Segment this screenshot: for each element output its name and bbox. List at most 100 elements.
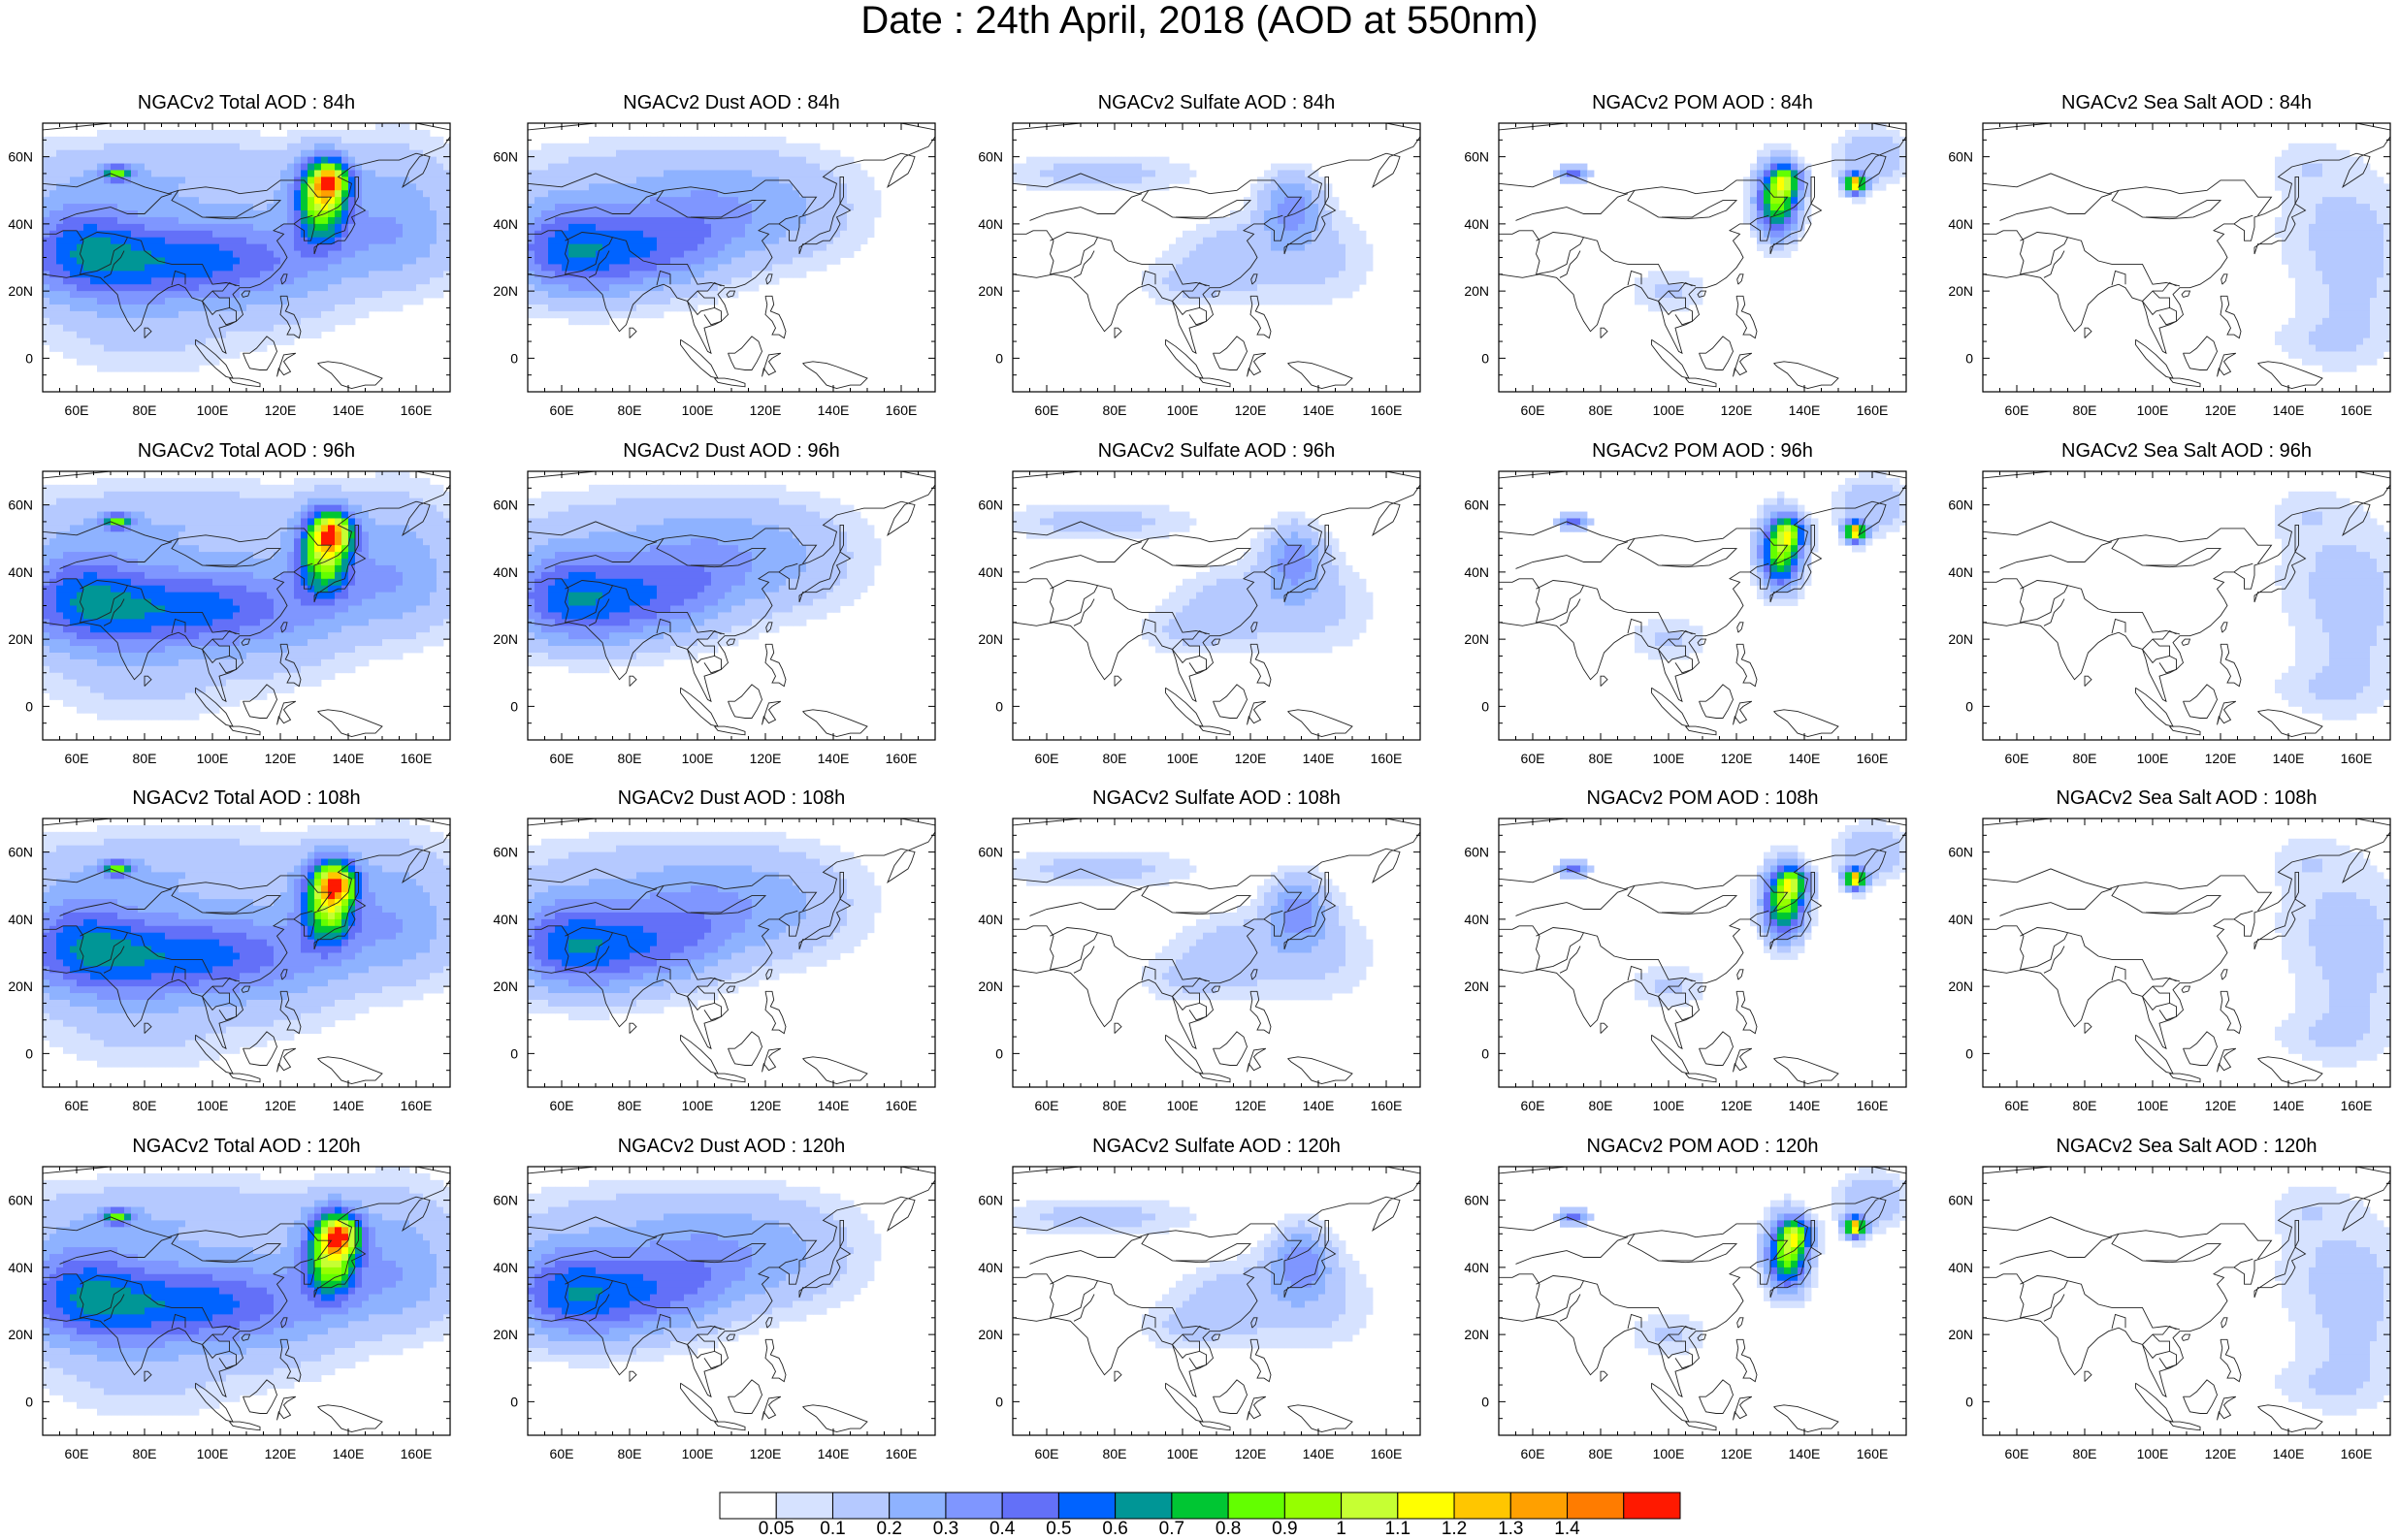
lon-tick-label: 80E [1589, 751, 1613, 766]
lon-tick-label: 140E [1789, 1446, 1821, 1461]
panel-title: NGACv2 Dust AOD : 108h [528, 787, 935, 809]
lat-tick-label: 40N [493, 564, 518, 580]
lat-tick-label: 40N [978, 216, 1003, 232]
lat-tick-label: 40N [8, 912, 33, 927]
lat-tick-label: 40N [1464, 912, 1489, 927]
lat-tick-label: 0 [25, 698, 33, 714]
lon-tick-label: 140E [1303, 402, 1335, 418]
colorbar-swatch [1567, 1492, 1625, 1520]
colorbar-label: 1.3 [1481, 1520, 1540, 1539]
lat-tick-label: 60N [1464, 845, 1489, 860]
lon-tick-label: 160E [1371, 1446, 1403, 1461]
lon-tick-label: 160E [401, 751, 433, 766]
aod-field [2275, 143, 2390, 372]
lon-tick-label: 120E [1235, 1098, 1267, 1113]
colorbar-swatch [775, 1492, 833, 1520]
lat-tick-label: 20N [493, 1327, 518, 1342]
lon-tick-label: 140E [333, 402, 365, 418]
lon-tick-label: 160E [886, 1446, 918, 1461]
lat-tick-label: 0 [1965, 698, 1973, 714]
lon-tick-label: 100E [197, 402, 229, 418]
lon-tick-label: 120E [750, 1446, 782, 1461]
colorbar-swatch [1623, 1492, 1681, 1520]
lon-tick-label: 120E [1721, 751, 1753, 766]
lat-tick-label: 20N [1464, 283, 1489, 299]
lon-tick-label: 100E [1653, 402, 1685, 418]
lat-tick-label: 60N [1464, 1193, 1489, 1208]
colorbar-swatch [1171, 1492, 1229, 1520]
lon-tick-label: 100E [2137, 402, 2169, 418]
lat-tick-label: 20N [8, 631, 33, 647]
lat-tick-label: 0 [1481, 698, 1489, 714]
lat-tick-label: 0 [25, 350, 33, 366]
lon-tick-label: 60E [1521, 751, 1545, 766]
map-panel-pom-120h: 60E 80E 100E 120E 140E 160E 60N 40N 20N 0 [1464, 1166, 1907, 1461]
lon-tick-label: 120E [2205, 1098, 2237, 1113]
lon-tick-label: 140E [1303, 751, 1335, 766]
lon-tick-label: 140E [1789, 402, 1821, 418]
lon-tick-label: 60E [550, 1446, 574, 1461]
lon-tick-label: 100E [2137, 1098, 2169, 1113]
lat-tick-label: 60N [493, 497, 518, 513]
lon-tick-label: 80E [2073, 1098, 2097, 1113]
colorbar-label: 1.1 [1369, 1520, 1427, 1539]
lon-tick-label: 140E [1303, 1446, 1335, 1461]
map-panel-pom-108h: 60E 80E 100E 120E 140E 160E 60N 40N 20N 0 [1464, 818, 1907, 1113]
colorbar-label: 0.2 [860, 1520, 919, 1539]
lon-tick-label: 80E [133, 751, 157, 766]
panel-title: NGACv2 Sulfate AOD : 108h [1013, 787, 1420, 809]
lon-tick-label: 160E [886, 402, 918, 418]
map-panel-total-108h: 60E 80E 100E 120E 140E 160E 60N 40N 20N 0 [8, 818, 451, 1113]
map-panel-dust-84h: 60E 80E 100E 120E 140E 160E 60N 40N 20N 0 [493, 122, 936, 418]
lat-tick-label: 60N [978, 845, 1003, 860]
lat-tick-label: 60N [1948, 149, 1973, 165]
lat-tick-label: 40N [493, 912, 518, 927]
lon-tick-label: 160E [401, 1098, 433, 1113]
lat-tick-label: 60N [978, 149, 1003, 165]
lat-tick-label: 0 [1965, 350, 1973, 366]
lon-tick-label: 100E [682, 1446, 714, 1461]
colorbar-swatch [1453, 1492, 1511, 1520]
colorbar-label: 0.3 [917, 1520, 975, 1539]
colorbar-swatch [1283, 1492, 1343, 1520]
lat-tick-label: 20N [493, 283, 518, 299]
lon-tick-label: 60E [2005, 402, 2029, 418]
lon-tick-label: 120E [750, 751, 782, 766]
lon-tick-label: 120E [265, 751, 297, 766]
panel-title: NGACv2 Sea Salt AOD : 96h [1983, 440, 2390, 462]
lon-tick-label: 80E [618, 751, 642, 766]
panel-title: NGACv2 Sulfate AOD : 84h [1013, 92, 1420, 113]
lon-tick-label: 80E [2073, 1446, 2097, 1461]
lat-tick-label: 20N [493, 979, 518, 994]
lon-tick-label: 120E [265, 402, 297, 418]
colorbar-label: 1.2 [1425, 1520, 1483, 1539]
lat-tick-label: 0 [995, 698, 1003, 714]
lon-tick-label: 160E [1857, 1098, 1889, 1113]
lat-tick-label: 40N [978, 1260, 1003, 1275]
lat-tick-label: 20N [1948, 1327, 1973, 1342]
map-panel-total-84h: 60E 80E 100E 120E 140E 160E 60N 40N 20N 0 [8, 122, 451, 418]
lon-tick-label: 140E [333, 751, 365, 766]
lon-tick-label: 140E [333, 1098, 365, 1113]
lon-tick-label: 80E [1103, 751, 1127, 766]
lon-tick-label: 60E [1521, 402, 1545, 418]
lon-tick-label: 80E [2073, 751, 2097, 766]
aod-field [2275, 1186, 2390, 1416]
aod-field [1553, 1167, 1906, 1356]
lat-tick-label: 40N [978, 564, 1003, 580]
lon-tick-label: 120E [1235, 1446, 1267, 1461]
lon-tick-label: 80E [133, 402, 157, 418]
lon-tick-label: 120E [2205, 1446, 2237, 1461]
lat-tick-label: 40N [1948, 564, 1973, 580]
lon-tick-label: 160E [2341, 751, 2373, 766]
lon-tick-label: 100E [1653, 1446, 1685, 1461]
lat-tick-label: 60N [978, 1193, 1003, 1208]
lon-tick-label: 100E [682, 751, 714, 766]
aod-field [43, 818, 450, 1068]
coastline-layer [1013, 471, 1420, 737]
aod-field [1013, 504, 1374, 654]
lon-tick-label: 120E [1235, 402, 1267, 418]
lon-tick-label: 160E [886, 1098, 918, 1113]
lon-tick-label: 160E [401, 1446, 433, 1461]
lat-tick-label: 20N [8, 979, 33, 994]
